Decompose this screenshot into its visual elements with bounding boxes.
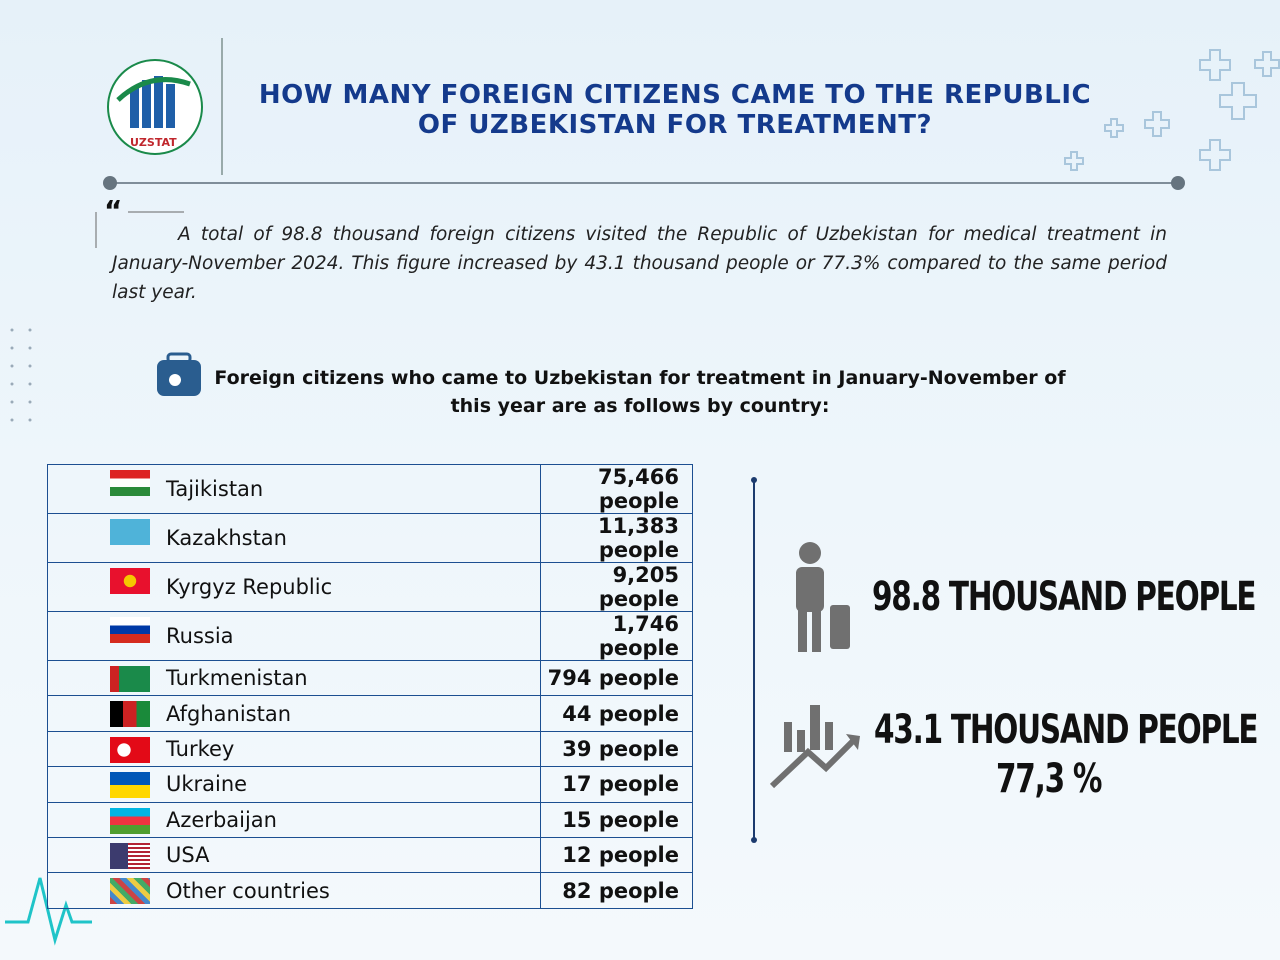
country: Afghanistan (47, 695, 541, 732)
table-row: Kazakhstan 11,383 people (47, 513, 693, 563)
flag (110, 666, 150, 692)
count: 39 people (540, 730, 693, 768)
country: Other countries (47, 872, 541, 909)
table-row: Turkey 39 people (47, 730, 693, 768)
flag (110, 772, 150, 799)
table-row: Kyrgyz Republic 9,205 people (47, 562, 693, 612)
table-row: Azerbaijan 15 people (47, 801, 693, 838)
flag (110, 701, 150, 728)
country: Ukraine (47, 766, 541, 803)
table-row: Ukraine 17 people (47, 766, 693, 803)
count: 1,746 people (540, 611, 693, 661)
flag (110, 519, 150, 545)
count: 11,383 people (540, 513, 693, 563)
flag (110, 878, 150, 905)
count: 12 people (540, 836, 693, 874)
country: USA (47, 836, 541, 874)
table-row: Other countries 82 people (47, 872, 693, 909)
stat-percent: 77,3 % (996, 756, 1103, 802)
flag (110, 470, 150, 496)
country: Turkmenistan (47, 659, 541, 697)
count: 794 people (540, 659, 693, 697)
table-row: Russia 1,746 people (47, 611, 693, 661)
svg-text:“: “ (104, 194, 122, 227)
flag (110, 568, 150, 594)
intro: A total of 98.8 thousand foreign citizen… (112, 224, 1167, 303)
country: Kazakhstan (47, 513, 541, 563)
title: HOW MANY FOREIGN CITIZENS CAME TO THE RE… (258, 80, 1092, 140)
subtitle: Foreign citizens who came to Uzbekistan … (214, 367, 1066, 417)
logo: UZSTAT (130, 136, 177, 149)
count: 9,205 people (540, 562, 693, 612)
count: 75,466 people (540, 464, 693, 514)
flag (110, 617, 150, 643)
country: Turkey (47, 730, 541, 768)
table-row: Afghanistan 44 people (47, 695, 693, 732)
flag (110, 807, 150, 834)
table-row: Tajikistan 75,466 people (47, 464, 693, 514)
table-row: USA 12 people (47, 836, 693, 874)
count: 15 people (540, 801, 693, 838)
country: Kyrgyz Republic (47, 562, 541, 612)
table-row: Turkmenistan 794 people (47, 659, 693, 697)
country: Azerbaijan (47, 801, 541, 838)
country-table: Tajikistan 75,466 people Kazakhstan 11,383 … (47, 464, 693, 909)
country: Tajikistan (47, 464, 541, 514)
count: 82 people (540, 872, 693, 909)
count: 44 people (540, 695, 693, 732)
flag (110, 842, 150, 869)
stat-total: 98.8 THOUSAND PEOPLE (872, 574, 1257, 620)
country: Russia (47, 611, 541, 661)
count: 17 people (540, 766, 693, 803)
flag (110, 736, 150, 763)
stat-increase: 43.1 THOUSAND PEOPLE (874, 707, 1259, 753)
